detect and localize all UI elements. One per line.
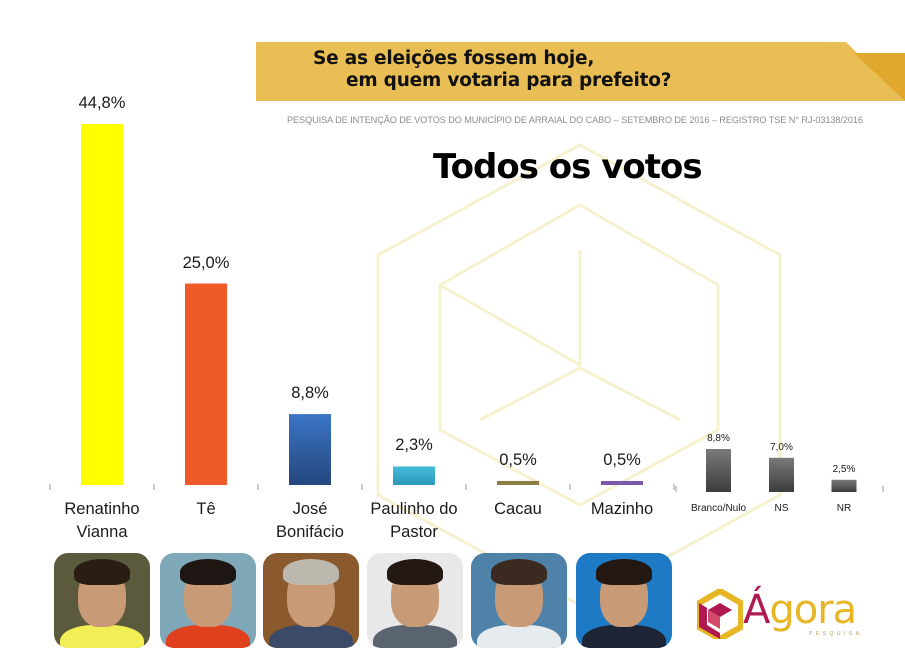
category-label: NS bbox=[774, 503, 789, 514]
bar-renatinho-vianna bbox=[81, 124, 123, 485]
survey-subtitle: PESQUISA DE INTENÇÃO DE VOTOS DO MUNICÍP… bbox=[287, 115, 863, 125]
category-label: Branco/Nulo bbox=[690, 503, 747, 514]
question-banner: Se as eleições fossem hoje, em quem vota… bbox=[256, 42, 905, 101]
logo-subtext: PESQUISA bbox=[809, 631, 863, 637]
category-label: Tê bbox=[196, 500, 216, 518]
candidate-photo bbox=[263, 553, 359, 648]
banner-shape bbox=[256, 42, 905, 101]
bar-ns bbox=[769, 457, 794, 492]
value-label: 2,5% bbox=[832, 463, 856, 475]
photo-shirt bbox=[60, 625, 144, 648]
bar-tê bbox=[185, 283, 227, 485]
bar-paulinho-do-pastor bbox=[393, 466, 435, 485]
category-label: NR bbox=[836, 503, 852, 514]
photo-shirt bbox=[582, 625, 666, 648]
photo-shirt bbox=[373, 625, 457, 648]
photo-hair bbox=[387, 559, 443, 585]
candidate-photo bbox=[576, 553, 672, 648]
logo-accent-letter: Á bbox=[743, 587, 770, 633]
value-label: 0,5% bbox=[603, 450, 641, 469]
candidate-photo bbox=[160, 553, 256, 648]
axis-ticks-others bbox=[675, 486, 884, 492]
photo-hair bbox=[180, 559, 236, 585]
value-label: 25,0% bbox=[182, 253, 230, 272]
candidate-photo bbox=[367, 553, 463, 648]
photo-hair bbox=[283, 559, 339, 585]
question-line-1: Se as eleições fossem hoje, bbox=[313, 48, 595, 69]
photo-shirt bbox=[166, 625, 250, 648]
photo-shirt bbox=[477, 625, 561, 648]
agora-pesquisa-logo: Ágora PESQUISA bbox=[697, 587, 877, 642]
candidate-photo bbox=[54, 553, 150, 648]
axis-ticks-candidates bbox=[49, 484, 675, 490]
bar-josé-bonifácio bbox=[289, 414, 331, 485]
value-label: 7,0% bbox=[770, 441, 793, 453]
value-label: 8,8% bbox=[291, 384, 329, 403]
value-label: 0,5% bbox=[499, 450, 537, 469]
category-label: Paulinho do Pastor bbox=[370, 500, 458, 541]
photo-shirt bbox=[269, 625, 353, 648]
bar-cacau bbox=[497, 480, 539, 485]
category-label: Renatinho Vianna bbox=[64, 500, 140, 541]
chart-title: Todos os votos bbox=[433, 147, 703, 187]
photo-hair bbox=[74, 559, 130, 585]
category-label: José Bonifácio bbox=[276, 500, 344, 541]
photo-hair bbox=[491, 559, 547, 585]
bars-others bbox=[706, 449, 857, 492]
value-label: 44,8% bbox=[78, 94, 126, 112]
candidate-photo bbox=[471, 553, 567, 648]
logo-rest: gora bbox=[769, 587, 857, 633]
category-label: Mazinho bbox=[590, 500, 654, 518]
bar-nr bbox=[831, 479, 857, 492]
photo-hair bbox=[596, 559, 652, 585]
bars-candidates bbox=[81, 124, 643, 485]
category-label: Cacau bbox=[494, 500, 542, 518]
question-line-2: em quem votaria para prefeito? bbox=[346, 70, 672, 91]
value-label: 2,3% bbox=[395, 436, 433, 455]
value-label: 8,8% bbox=[707, 433, 730, 444]
bar-branco-nulo bbox=[706, 449, 731, 492]
logo-wordmark: Ágora bbox=[743, 587, 857, 633]
bar-mazinho bbox=[601, 480, 643, 485]
logo-cube-icon bbox=[697, 589, 743, 639]
